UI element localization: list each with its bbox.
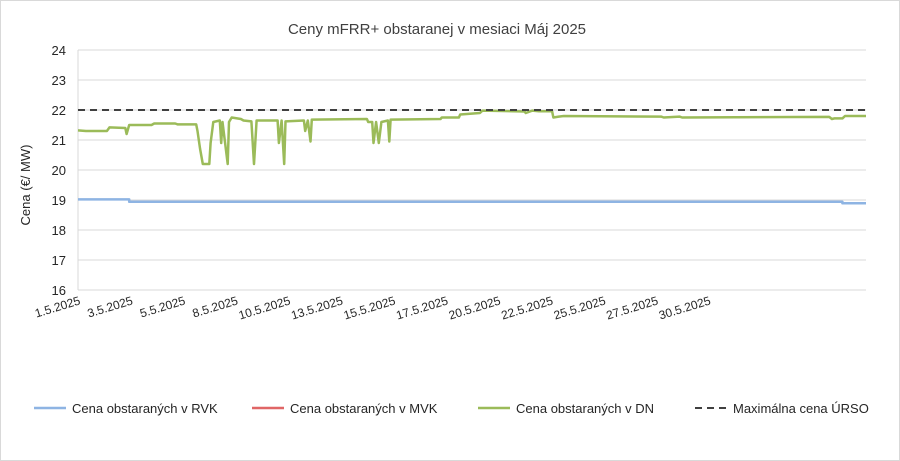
x-tick-label: 25.5.2025 (552, 293, 607, 322)
legend: Cena obstaraných v RVK Cena obstaraných v… (34, 401, 869, 416)
x-tick-label: 10.5.2025 (237, 293, 292, 322)
x-tick-label: 27.5.2025 (605, 293, 660, 322)
x-tick-label: 3.5.2025 (86, 293, 135, 320)
x-tick-label: 15.5.2025 (342, 293, 397, 322)
y-tick-label: 21 (52, 133, 66, 148)
legend-label-0: Cena obstaraných v RVK (72, 401, 218, 416)
legend-label-2: Cena obstaraných v DN (516, 401, 654, 416)
legend-label-3: Maximálna cena ÚRSO (733, 401, 869, 416)
grid-lines (77, 49, 866, 291)
y-tick-label: 20 (52, 163, 66, 178)
y-axis-title: Cena (€/ MW) (18, 145, 33, 226)
series-line-0 (78, 198, 866, 205)
y-tick-label: 24 (52, 43, 66, 58)
x-tick-label: 17.5.2025 (394, 293, 449, 322)
x-tick-label: 5.5.2025 (138, 293, 187, 320)
y-tick-label: 23 (52, 73, 66, 88)
y-tick-label: 22 (52, 103, 66, 118)
series-line-2 (77, 109, 866, 166)
x-axis-ticks: 1.5.2025 3.5.2025 5.5.2025 8.5.202510.5.202… (33, 293, 712, 322)
y-tick-label: 19 (52, 193, 66, 208)
x-tick-label: 13.5.2025 (289, 293, 344, 322)
series-lines (77, 109, 866, 205)
x-tick-label: 22.5.2025 (500, 293, 555, 322)
y-axis-ticks: 16 17 18 19 20 21 22 23 24 (52, 43, 66, 298)
chart-title: Ceny mFRR+ obstaranej v mesiaci Máj 2025 (288, 21, 586, 38)
y-tick-label: 16 (52, 283, 66, 298)
x-tick-label: 20.5.2025 (447, 293, 502, 322)
legend-label-1: Cena obstaraných v MVK (290, 401, 438, 416)
x-tick-label: 30.5.2025 (657, 293, 712, 322)
y-tick-label: 17 (52, 253, 66, 268)
x-tick-label: 8.5.2025 (191, 293, 240, 320)
y-tick-label: 18 (52, 223, 66, 238)
